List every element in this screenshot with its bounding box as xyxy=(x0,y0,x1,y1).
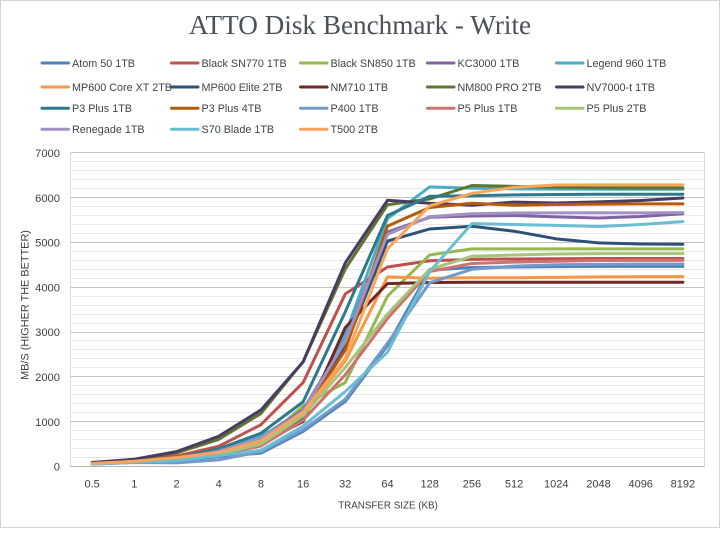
svg-text:128: 128 xyxy=(421,479,439,491)
svg-text:P5 Plus 2TB: P5 Plus 2TB xyxy=(587,103,647,115)
svg-text:16: 16 xyxy=(297,479,309,491)
svg-text:NV7000-t 1TB: NV7000-t 1TB xyxy=(587,82,655,94)
svg-text:P3 Plus 1TB: P3 Plus 1TB xyxy=(72,103,132,115)
svg-text:Legend 960 1TB: Legend 960 1TB xyxy=(587,58,667,70)
svg-text:5000: 5000 xyxy=(35,238,60,250)
svg-text:4000: 4000 xyxy=(35,282,60,294)
svg-text:NM800 PRO 2TB: NM800 PRO 2TB xyxy=(458,82,542,94)
svg-text:2000: 2000 xyxy=(35,372,60,384)
svg-text:MB/S (HIGHER THE BETTER): MB/S (HIGHER THE BETTER) xyxy=(20,230,32,380)
svg-text:0: 0 xyxy=(54,462,60,474)
svg-text:Black SN770 1TB: Black SN770 1TB xyxy=(202,58,287,70)
svg-text:3000: 3000 xyxy=(35,327,60,339)
svg-text:T500 2TB: T500 2TB xyxy=(331,124,378,136)
svg-text:256: 256 xyxy=(463,479,481,491)
svg-text:P3 Plus 4TB: P3 Plus 4TB xyxy=(202,103,262,115)
svg-text:Atom 50 1TB: Atom 50 1TB xyxy=(72,58,135,70)
svg-text:4: 4 xyxy=(216,479,222,491)
svg-text:MP600 Core XT 2TB: MP600 Core XT 2TB xyxy=(72,82,172,94)
svg-text:NM710 1TB: NM710 1TB xyxy=(331,82,389,94)
svg-text:ATTO Disk Benchmark - Write: ATTO Disk Benchmark - Write xyxy=(189,10,531,40)
svg-text:0.5: 0.5 xyxy=(84,479,99,491)
svg-text:1024: 1024 xyxy=(544,479,568,491)
svg-text:P400 1TB: P400 1TB xyxy=(331,103,379,115)
svg-text:Black SN850 1TB: Black SN850 1TB xyxy=(331,58,416,70)
svg-text:MP600 Elite 2TB: MP600 Elite 2TB xyxy=(202,82,283,94)
svg-text:8: 8 xyxy=(258,479,264,491)
svg-text:32: 32 xyxy=(339,479,351,491)
svg-text:1000: 1000 xyxy=(35,417,60,429)
svg-text:8192: 8192 xyxy=(671,479,695,491)
svg-text:4096: 4096 xyxy=(628,479,652,491)
svg-text:KC3000 1TB: KC3000 1TB xyxy=(458,58,520,70)
svg-text:7000: 7000 xyxy=(35,148,60,160)
svg-text:S70 Blade 1TB: S70 Blade 1TB xyxy=(202,124,275,136)
svg-text:TRANSFER SIZE (KB): TRANSFER SIZE (KB) xyxy=(338,501,438,512)
svg-text:512: 512 xyxy=(505,479,523,491)
svg-text:6000: 6000 xyxy=(35,193,60,205)
svg-text:Renegade 1TB: Renegade 1TB xyxy=(72,124,145,136)
svg-text:P5 Plus 1TB: P5 Plus 1TB xyxy=(458,103,518,115)
svg-text:2: 2 xyxy=(173,479,179,491)
svg-text:64: 64 xyxy=(381,479,393,491)
svg-text:1: 1 xyxy=(131,479,137,491)
svg-text:2048: 2048 xyxy=(586,479,610,491)
